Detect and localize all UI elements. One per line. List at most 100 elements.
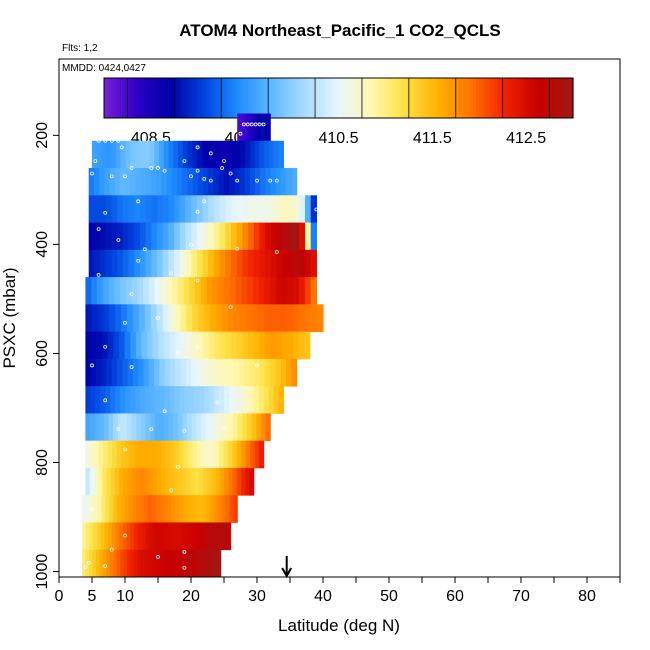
colorbar-swatch (129, 78, 133, 118)
colorbar-swatch (413, 78, 418, 118)
heatmap-cell (259, 195, 266, 223)
colorbar-swatch (122, 78, 127, 118)
colorbar-swatch (466, 78, 471, 118)
heatmap-cell (236, 467, 242, 496)
heatmap-cell (117, 222, 124, 251)
colorbar-swatch (394, 78, 399, 118)
heatmap-cell (207, 467, 213, 496)
colorbar-swatch (160, 78, 165, 118)
heatmap-cell (251, 113, 253, 142)
heatmap-cell (186, 304, 193, 333)
heatmap-cell (278, 140, 284, 169)
data-point (136, 199, 141, 204)
heatmap-cell (126, 522, 131, 551)
heatmap-cell (100, 222, 107, 251)
heatmap-cell (242, 113, 245, 142)
heatmap-cell (94, 249, 101, 278)
heatmap-cell (122, 249, 130, 278)
heatmap-cell (99, 549, 104, 578)
colorbar-swatch (397, 78, 402, 118)
heatmap-cell (182, 549, 187, 578)
heatmap-cell (120, 549, 125, 578)
heatmap-cell (224, 277, 231, 305)
data-point (274, 178, 279, 183)
data-point (241, 122, 246, 127)
heatmap-cell (156, 440, 162, 469)
heatmap-cell (122, 222, 130, 251)
heatmap-cell (200, 413, 207, 442)
colorbar-swatch (544, 78, 549, 118)
heatmap-cell (89, 495, 95, 523)
colorbar-swatch (329, 78, 333, 118)
heatmap-cell (185, 249, 192, 278)
heatmap-cell (138, 440, 144, 469)
heatmap-cell (149, 386, 156, 414)
heatmap-cell (134, 549, 139, 578)
colorbar-swatch (504, 78, 508, 118)
heatmap-cell (115, 304, 122, 333)
heatmap-cell (317, 304, 324, 333)
heatmap-cell (141, 522, 146, 551)
heatmap-cell (270, 331, 277, 360)
colorbar-swatch (388, 78, 393, 118)
heatmap-cell (265, 195, 272, 223)
heatmap-cell (254, 140, 261, 169)
heatmap-cell (210, 440, 216, 469)
heatmap-cell (275, 277, 283, 305)
data-point (182, 565, 187, 570)
heatmap-cell (134, 222, 141, 251)
heatmap-cell (108, 413, 114, 442)
heatmap-cell (141, 549, 146, 578)
down-arrow-icon (281, 567, 293, 579)
heatmap-cell (111, 140, 117, 169)
colorbar-swatch (401, 78, 405, 118)
heatmap-cell (103, 440, 109, 469)
heatmap-cell (248, 331, 255, 360)
colorbar-swatch (438, 78, 443, 118)
heatmap-cell (161, 467, 166, 496)
heatmap-cell (249, 113, 251, 142)
heatmap-cell (103, 304, 110, 333)
heatmap-cell (233, 304, 241, 333)
heatmap-cell (206, 277, 214, 305)
heatmap-cell (192, 168, 199, 196)
heatmap-cell (150, 413, 156, 442)
heatmap-cell (168, 413, 174, 442)
heatmap-cell (151, 249, 158, 278)
heatmap-cell (105, 495, 110, 523)
heatmap-cell (282, 249, 289, 278)
heatmap-cell (134, 440, 140, 469)
heatmap-cell (196, 195, 204, 223)
x-tick-label: 5 (88, 588, 97, 605)
heatmap-cell (130, 522, 135, 551)
data-point (208, 151, 213, 156)
heatmap-cell (199, 549, 204, 578)
data-point (103, 138, 108, 143)
heatmap-cell (225, 195, 232, 223)
heatmap-cell (98, 467, 103, 496)
heatmap-cell (259, 140, 265, 169)
heatmap-cell (182, 168, 189, 196)
heatmap-cell (156, 304, 164, 333)
colorbar-swatch (169, 78, 174, 118)
colorbar-swatch (535, 78, 540, 118)
heatmap-cell (136, 413, 142, 442)
colorbar-swatch (191, 78, 196, 118)
heatmap-cell (148, 467, 154, 496)
heatmap-cell (242, 249, 249, 278)
heatmap-cell (259, 249, 266, 278)
colorbar-swatch (157, 78, 161, 118)
heatmap-cell (258, 277, 266, 305)
heatmap-cells (82, 113, 324, 578)
heatmap-cell (310, 222, 317, 251)
heatmap-cell (169, 331, 176, 360)
heatmap-cell (270, 168, 277, 196)
heatmap-cell (196, 413, 202, 442)
heatmap-cell (177, 413, 184, 442)
data-point (103, 398, 108, 403)
heatmap-cell (96, 331, 103, 360)
heatmap-cell (293, 304, 300, 333)
colorbar-swatch (532, 78, 537, 118)
heatmap-cell (245, 467, 251, 496)
